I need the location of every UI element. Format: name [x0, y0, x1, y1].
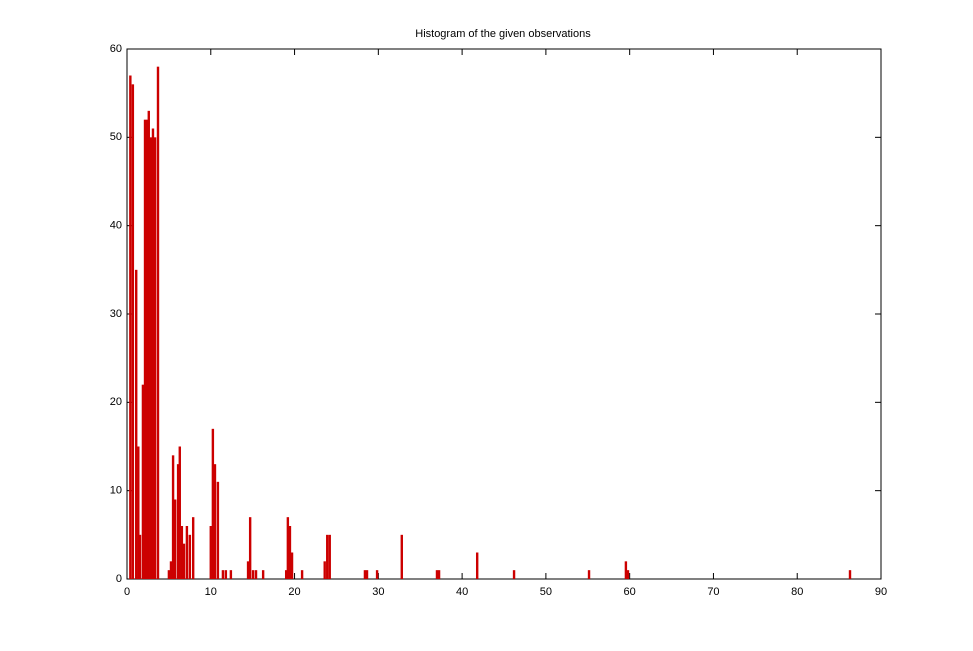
- bar: [848, 570, 852, 579]
- bar: [141, 384, 145, 579]
- bar: [188, 534, 192, 579]
- bar: [209, 526, 212, 579]
- y-tick-label: 0: [116, 573, 122, 585]
- chart-title: Histogram of the given observations: [415, 28, 591, 40]
- x-tick-label: 80: [791, 586, 803, 598]
- y-tick-label: 50: [110, 131, 122, 143]
- x-tick-label: 60: [624, 586, 636, 598]
- bar: [435, 570, 439, 579]
- x-tick-label: 40: [456, 586, 468, 598]
- bar: [323, 561, 326, 579]
- bar: [138, 534, 142, 579]
- x-tick-label: 10: [205, 586, 217, 598]
- y-tick-label: 40: [110, 220, 122, 232]
- bar: [156, 66, 160, 579]
- plot-area: [126, 48, 882, 580]
- bar: [254, 570, 258, 579]
- bar: [221, 570, 225, 579]
- bar: [151, 128, 155, 579]
- bar: [224, 570, 228, 579]
- x-tick-label: 20: [288, 586, 300, 598]
- bar: [288, 526, 292, 579]
- bar: [171, 455, 175, 579]
- bar: [624, 561, 628, 579]
- x-tick-label: 0: [124, 586, 130, 598]
- bar: [135, 269, 138, 579]
- bar: [216, 481, 220, 579]
- bar: [437, 570, 441, 579]
- bar: [326, 534, 329, 579]
- bar: [211, 428, 215, 579]
- bar: [191, 517, 195, 579]
- bar: [400, 534, 403, 579]
- y-tick-label: 60: [110, 43, 122, 55]
- bar: [286, 517, 290, 579]
- bar: [587, 570, 591, 579]
- bar: [137, 446, 140, 579]
- bar: [365, 570, 369, 579]
- bar: [173, 499, 177, 579]
- x-tick-label: 90: [875, 586, 887, 598]
- bar: [169, 561, 173, 579]
- bar: [147, 110, 150, 579]
- y-tick-label: 10: [110, 485, 122, 497]
- bar: [185, 526, 189, 579]
- bar: [246, 561, 250, 579]
- bar: [475, 552, 479, 579]
- bar: [153, 137, 157, 580]
- bar: [143, 119, 147, 580]
- bar: [149, 137, 153, 580]
- bar: [328, 534, 331, 579]
- bar: [131, 84, 135, 579]
- x-tick-label: 50: [540, 586, 552, 598]
- bar: [248, 517, 252, 579]
- bar: [626, 570, 630, 579]
- bar: [290, 552, 294, 579]
- bar: [145, 119, 149, 580]
- bar: [178, 446, 181, 579]
- y-tick-label: 30: [110, 308, 122, 320]
- y-tick-label: 20: [110, 396, 122, 408]
- x-tick-label: 30: [372, 586, 384, 598]
- bar: [213, 464, 217, 579]
- bar: [251, 570, 255, 579]
- bar: [261, 570, 265, 579]
- bar: [363, 570, 367, 579]
- bar: [300, 570, 304, 579]
- x-tick-label: 70: [707, 586, 719, 598]
- bar: [375, 570, 379, 579]
- bar: [180, 526, 184, 579]
- bar: [129, 75, 132, 579]
- bar: [182, 543, 186, 579]
- bar: [229, 570, 233, 579]
- bar: [167, 570, 171, 579]
- bar: [512, 570, 516, 579]
- bar: [284, 570, 288, 579]
- bar: [176, 464, 180, 579]
